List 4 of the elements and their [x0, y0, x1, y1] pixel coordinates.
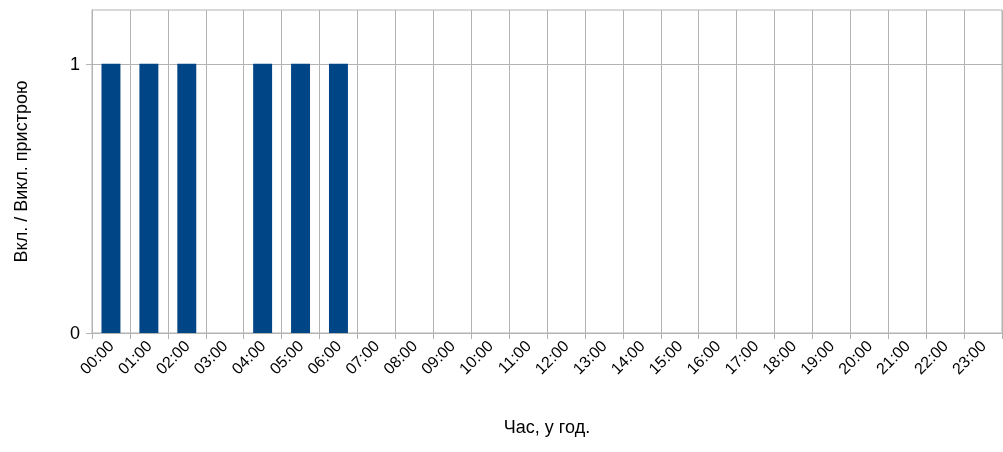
x-axis-title: Час, у год. [503, 417, 591, 437]
y-tick-label: 1 [69, 53, 80, 74]
y-tick-label: 0 [69, 323, 80, 343]
y-axis-title: Вкл. / Викл. пристрою [11, 80, 31, 263]
